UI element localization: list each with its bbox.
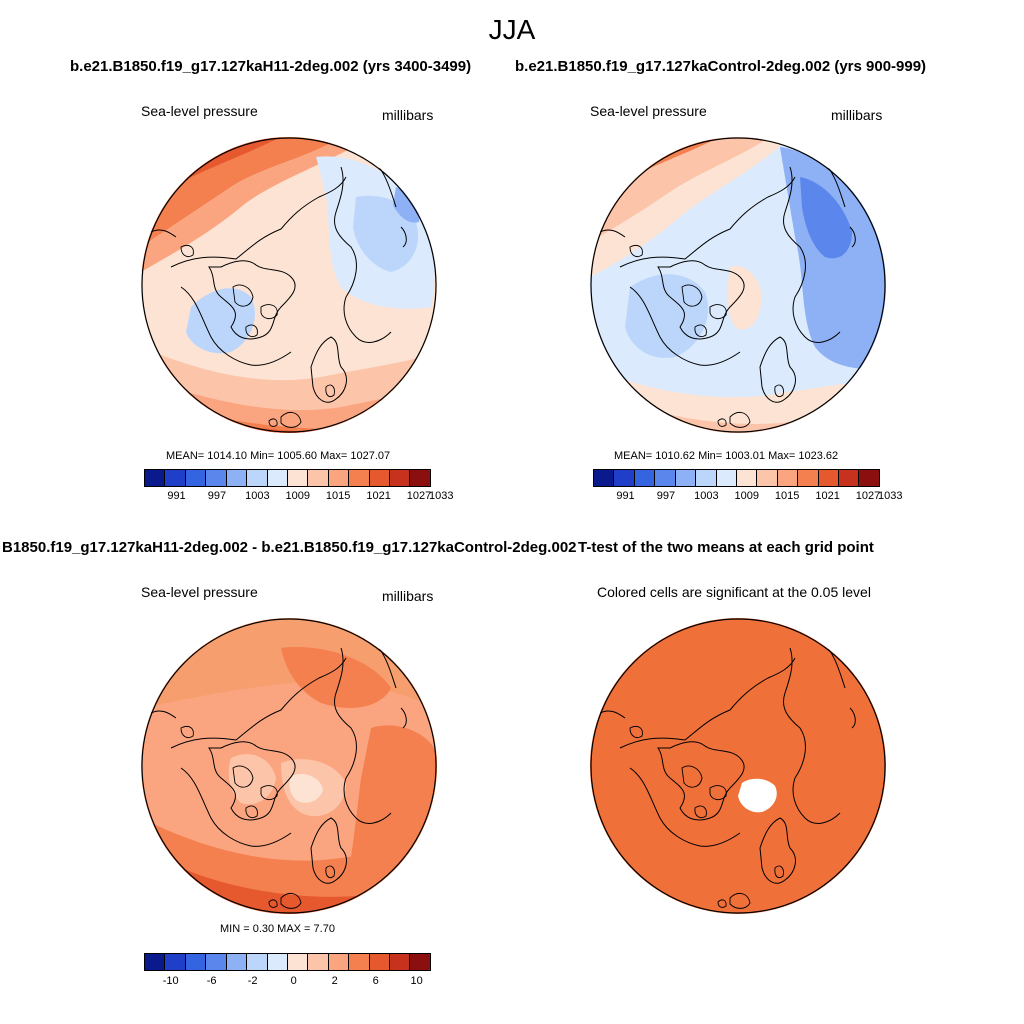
colorbar-swatch [390, 470, 411, 486]
colorbar-tick-label: 991 [616, 490, 635, 502]
colorbar-swatch [185, 954, 207, 970]
panel-title-top-left: b.e21.B1850.f19_g17.127kaH11-2deg.002 (y… [70, 58, 472, 75]
colorbar-swatch [349, 954, 370, 970]
colorbar-tick-label: 997 [207, 490, 227, 502]
colorbar-top-right [593, 469, 880, 487]
colorbar-swatch [349, 470, 370, 486]
colorbar-tick-label: 1003 [694, 490, 719, 502]
colorbar-swatch [369, 954, 391, 970]
colorbar-swatch [165, 470, 186, 486]
colorbar-swatch [287, 954, 309, 970]
colorbar-tick-label: -2 [247, 975, 258, 987]
units-label-top-right: millibars [831, 107, 883, 123]
colorbar-top-left [144, 469, 431, 487]
colorbar-swatch [369, 470, 391, 486]
colorbar-swatch [206, 954, 227, 970]
colorbar-bottom-left [144, 953, 431, 971]
nonsignificant-area [738, 778, 777, 813]
colorbar-ticks-top-left: 991 997 1003 1009 1015 1021 1027 1033 [144, 490, 453, 504]
variable-label-top-left: Sea-level pressure [141, 103, 258, 119]
colorbar-swatch [287, 470, 309, 486]
panel-title-bottom-left: B1850.f19_g17.127kaH11-2deg.002 - b.e21.… [2, 539, 577, 556]
colorbar-tick-label: 1009 [734, 490, 759, 502]
colorbar-swatch [634, 470, 656, 486]
colorbar-swatch [818, 470, 840, 486]
colorbar-swatch [185, 470, 207, 486]
colorbar-tick-label: 1027 [855, 490, 881, 502]
stats-top-left: MEAN= 1014.10 Min= 1005.60 Max= 1027.07 [166, 450, 391, 462]
significant-area [590, 618, 886, 914]
colorbar-tick-label: 1027 [406, 490, 432, 502]
season-title: JJA [488, 14, 536, 45]
colorbar-swatch [716, 470, 737, 486]
colorbar-swatch [247, 470, 268, 486]
units-label-bottom-left: millibars [382, 588, 434, 604]
colorbar-swatch [859, 470, 879, 486]
colorbar-swatch [267, 470, 288, 486]
colorbar-swatch [675, 470, 697, 486]
colorbar-tick-label: 1015 [774, 490, 800, 502]
colorbar-tick-label: 1033 [428, 490, 454, 502]
variable-label-bottom-left: Sea-level pressure [141, 584, 258, 600]
colorbar-tick-label: 997 [656, 490, 676, 502]
colorbar-swatch [328, 470, 350, 486]
colorbar-swatch [145, 470, 166, 486]
colorbar-tick-label: 1015 [325, 490, 351, 502]
colorbar-swatch [757, 470, 778, 486]
colorbar-swatch [226, 954, 248, 970]
colorbar-swatch [390, 954, 411, 970]
variable-label-bottom-right: Colored cells are significant at the 0.0… [597, 584, 871, 600]
colorbar-swatch [308, 954, 329, 970]
colorbar-tick-label: -10 [162, 975, 179, 987]
stats-bottom-left: MIN = 0.30 MAX = 7.70 [220, 923, 335, 935]
colorbar-ticks-bottom-left: -10 -6 -2 0 2 6 10 [144, 975, 431, 989]
colorbar-tick-label: 991 [167, 490, 186, 502]
map-ttest-significance [590, 618, 886, 914]
colorbar-swatch [777, 470, 799, 486]
colorbar-swatch [696, 470, 717, 486]
colorbar-swatch [165, 954, 186, 970]
map-slp-h11 [141, 137, 437, 433]
colorbar-ticks-top-right: 991 997 1003 1009 1015 1021 1027 1033 [593, 490, 902, 504]
colorbar-swatch [655, 470, 676, 486]
colorbar-swatch [614, 470, 635, 486]
map-slp-control [590, 137, 886, 433]
colorbar-tick-label: 1003 [245, 490, 270, 502]
colorbar-tick-label: 1009 [285, 490, 310, 502]
colorbar-swatch [247, 954, 268, 970]
colorbar-swatch [798, 470, 819, 486]
colorbar-tick-label: 1021 [366, 490, 391, 502]
colorbar-tick-label: 2 [331, 975, 338, 987]
colorbar-tick-label: 6 [372, 975, 379, 987]
colorbar-swatch [594, 470, 615, 486]
colorbar-swatch [308, 470, 329, 486]
stats-top-right: MEAN= 1010.62 Min= 1003.01 Max= 1023.62 [614, 450, 839, 462]
colorbar-swatch [736, 470, 758, 486]
colorbar-tick-label: 1021 [815, 490, 840, 502]
colorbar-tick-label: 10 [410, 975, 423, 987]
colorbar-tick-label: -6 [206, 975, 217, 987]
colorbar-swatch [410, 954, 430, 970]
colorbar-swatch [267, 954, 288, 970]
units-label-top-left: millibars [382, 107, 434, 123]
colorbar-swatch [410, 470, 430, 486]
colorbar-tick-label: 1033 [877, 490, 903, 502]
panel-title-top-right: b.e21.B1850.f19_g17.127kaControl-2deg.00… [515, 58, 927, 75]
variable-label-top-right: Sea-level pressure [590, 103, 707, 119]
colorbar-swatch [839, 470, 860, 486]
panel-title-bottom-right: T-test of the two means at each grid poi… [578, 539, 874, 556]
colorbar-swatch [226, 470, 248, 486]
colorbar-swatch [145, 954, 166, 970]
map-slp-difference [141, 618, 437, 914]
colorbar-swatch [328, 954, 350, 970]
colorbar-tick-label: 0 [290, 975, 297, 987]
colorbar-swatch [206, 470, 227, 486]
